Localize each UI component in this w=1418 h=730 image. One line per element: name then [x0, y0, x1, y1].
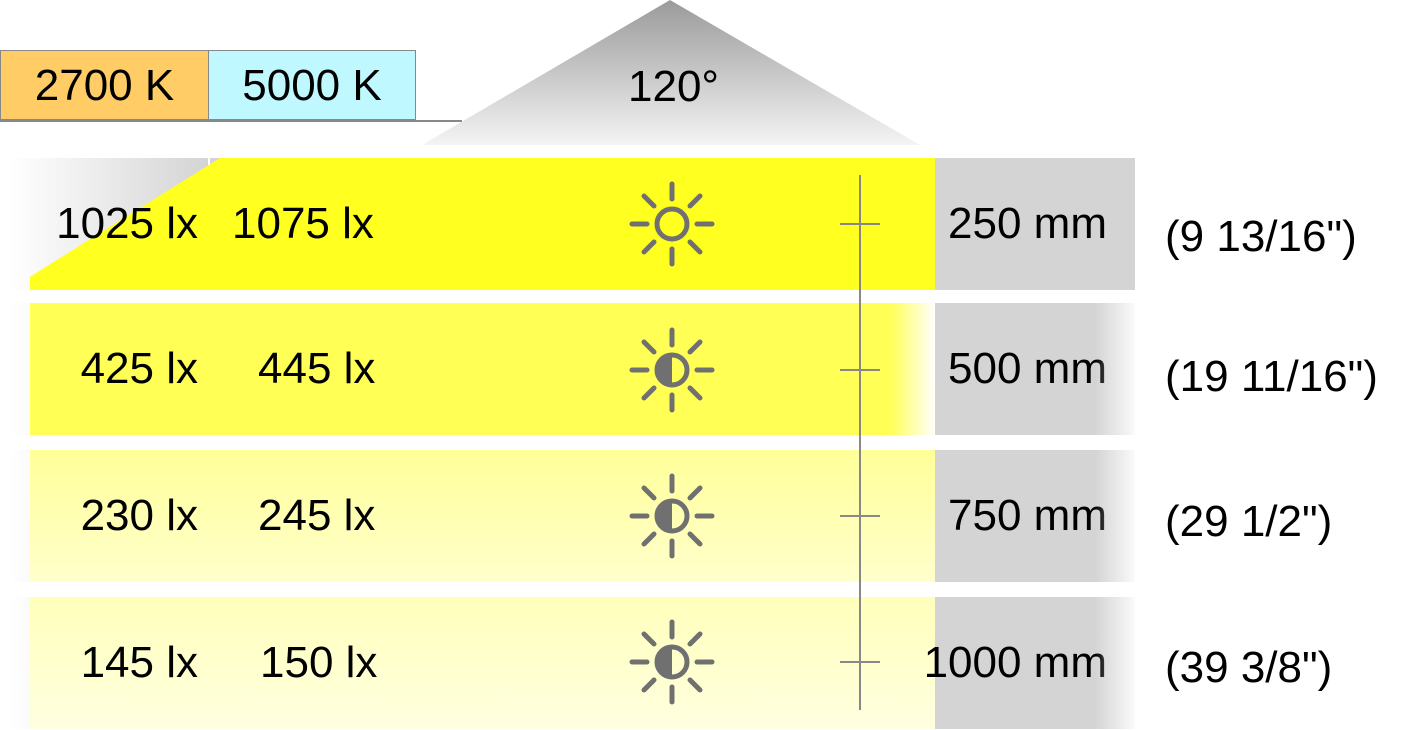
- sun-half-icon: [626, 616, 718, 708]
- lux-5000k: 1075 lx: [232, 199, 374, 248]
- distance-mm: 500 mm: [948, 344, 1107, 393]
- sun-half-icon: [626, 470, 718, 562]
- distance-axis: [859, 175, 861, 710]
- table-row: 425 lx 445 lx 500 mm: [10, 303, 1135, 435]
- table-row: 145 lx 150 lx 1000 mm: [10, 597, 1135, 729]
- sun-half-icon: [626, 324, 718, 416]
- header-baseline: [0, 120, 462, 122]
- distance-inch: (29 1/2"): [1165, 497, 1333, 546]
- distance-inch: (19 11/16"): [1165, 352, 1378, 401]
- lux-5000k: 445 lx: [258, 344, 376, 393]
- table-row: 230 lx 245 lx 750 mm: [10, 450, 1135, 582]
- color-temp-2700k: 2700 K: [0, 50, 209, 120]
- color-temp-5000k: 5000 K: [208, 50, 416, 120]
- lux-2700k: 230 lx: [80, 491, 198, 540]
- distance-inch: (39 3/8"): [1165, 643, 1333, 692]
- table-row: 1025 lx 1075 lx 250 mm: [10, 158, 1135, 290]
- axis-tick: [840, 515, 880, 517]
- row-fade: [1095, 290, 1140, 730]
- lux-5000k: 245 lx: [258, 491, 376, 540]
- axis-tick: [840, 369, 880, 371]
- axis-tick: [840, 223, 880, 225]
- lux-2700k: 1025 lx: [56, 199, 198, 248]
- beam-angle-label: 120°: [628, 62, 720, 111]
- distance-mm: 750 mm: [948, 491, 1107, 540]
- axis-tick: [840, 661, 880, 663]
- distance-mm: 250 mm: [948, 199, 1107, 248]
- distance-inch: (9 13/16"): [1165, 212, 1357, 261]
- lux-2700k: 145 lx: [80, 638, 198, 687]
- beam-cone: [422, 0, 920, 145]
- sun-outline-icon: [629, 181, 715, 267]
- distance-mm: 1000 mm: [923, 638, 1107, 687]
- lux-5000k: 150 lx: [260, 638, 378, 687]
- lux-2700k: 425 lx: [80, 344, 198, 393]
